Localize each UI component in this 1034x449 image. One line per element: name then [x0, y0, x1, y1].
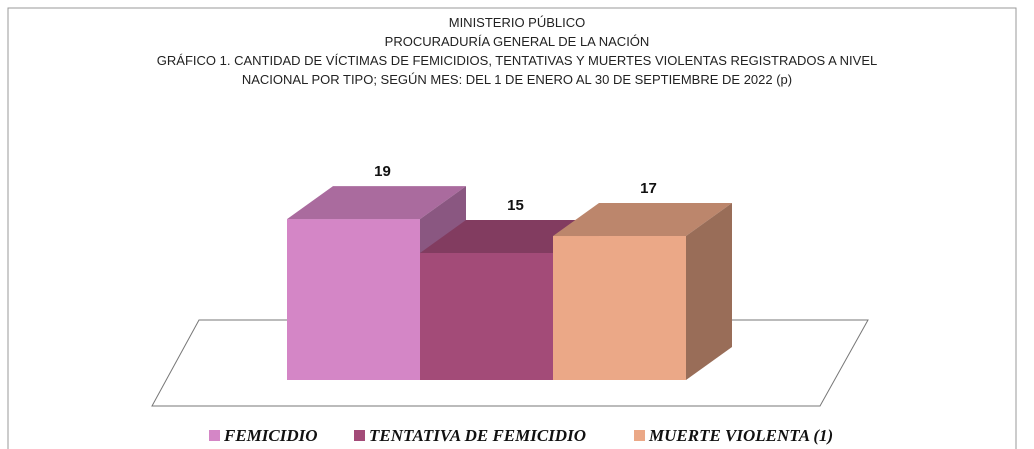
bar-top	[553, 203, 732, 237]
legend-swatch	[354, 430, 365, 441]
legend-label: TENTATIVA DE FEMICIDIO	[369, 426, 586, 445]
chart-title: PROCURADURÍA GENERAL DE LA NACIÓN	[385, 34, 650, 49]
chart-border	[7, 7, 1017, 449]
value-label: 19	[374, 163, 391, 180]
bar	[553, 236, 686, 380]
value-label: 15	[507, 197, 524, 214]
bar-side	[686, 203, 732, 380]
bar	[420, 252, 553, 380]
chart-title: GRÁFICO 1. CANTIDAD DE VÍCTIMAS DE FEMIC…	[157, 53, 877, 68]
legend-swatch	[209, 430, 220, 441]
legend-swatch	[634, 430, 645, 441]
bar	[287, 219, 420, 380]
chart-title: MINISTERIO PÚBLICO	[449, 15, 586, 30]
legend-label: FEMICIDIO	[223, 426, 318, 445]
bar-top	[287, 186, 466, 220]
legend-label: MUERTE VIOLENTA (1)	[648, 426, 833, 445]
chart-title: NACIONAL POR TIPO; SEGÚN MES: DEL 1 DE E…	[242, 72, 792, 87]
value-label: 17	[640, 180, 657, 197]
